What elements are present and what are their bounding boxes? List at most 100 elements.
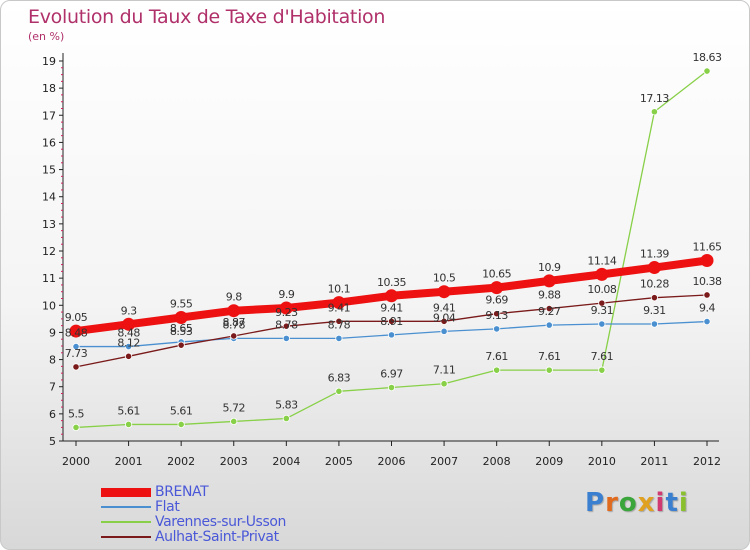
data-label: 10.28 <box>640 278 669 291</box>
x-tick-label: 2006 <box>378 455 406 468</box>
data-point <box>387 317 396 325</box>
data-point <box>700 254 714 267</box>
data-point <box>545 304 553 313</box>
data-point <box>598 366 606 374</box>
y-tick-label: 13 <box>42 218 56 231</box>
data-label: 10.08 <box>587 283 616 296</box>
data-label: 11.39 <box>640 248 669 261</box>
data-label: 8.48 <box>65 327 88 340</box>
chart-title: Evolution du Taux de Taxe d'Habitation <box>28 6 386 28</box>
x-tick-label: 2005 <box>325 455 353 468</box>
data-point <box>124 352 133 360</box>
y-tick-label: 5 <box>49 435 56 448</box>
data-label: 11.65 <box>693 241 722 254</box>
legend-label-brenat: BRENAT <box>155 484 209 500</box>
logo-letter: x <box>637 488 656 518</box>
data-label: 5.83 <box>275 398 298 411</box>
data-point <box>387 383 396 392</box>
data-label: 8.78 <box>328 318 351 331</box>
y-tick-label: 9 <box>49 326 56 339</box>
data-label: 9.9 <box>278 288 294 301</box>
data-label: 9.04 <box>433 311 456 324</box>
data-point <box>650 294 659 302</box>
proxiti-logo[interactable]: Proxiti <box>585 488 689 518</box>
y-tick-label: 18 <box>42 82 56 95</box>
legend-label-aulhat: Aulhat-Saint-Privat <box>155 529 279 545</box>
data-point <box>542 274 556 288</box>
data-point <box>72 423 80 432</box>
data-label: 8.53 <box>170 325 193 338</box>
x-tick-label: 2012 <box>693 455 721 468</box>
x-tick-label: 2009 <box>535 455 563 468</box>
data-label: 8.91 <box>380 315 403 328</box>
data-point <box>440 317 448 325</box>
data-label: 10.5 <box>433 272 456 285</box>
data-point <box>279 301 293 315</box>
y-tick-label: 19 <box>42 55 56 68</box>
data-point <box>387 331 396 339</box>
data-point <box>490 281 504 295</box>
data-label: 5.61 <box>117 404 140 417</box>
legend-swatch-aulhat <box>101 536 151 538</box>
chart-subtitle: (en %) <box>28 30 65 43</box>
data-label: 9.3 <box>121 304 137 317</box>
data-label: 5.72 <box>223 401 246 414</box>
data-point <box>437 285 451 299</box>
data-point <box>335 334 343 342</box>
y-tick-label: 16 <box>42 136 56 149</box>
data-point <box>72 363 80 371</box>
legend-swatch-varennes <box>101 521 151 523</box>
data-point <box>124 342 133 351</box>
logo-letter: o <box>618 488 638 518</box>
data-point <box>122 317 136 331</box>
y-tick-label: 6 <box>49 408 56 421</box>
data-point <box>282 414 290 423</box>
x-tick-label: 2008 <box>483 455 511 468</box>
data-label: 8.87 <box>223 316 246 329</box>
legend-swatch-brenat <box>101 488 151 497</box>
data-label: 7.61 <box>485 350 508 363</box>
logo-letter: i <box>678 488 689 518</box>
data-label: 18.63 <box>693 51 722 64</box>
x-tick-label: 2002 <box>167 455 195 468</box>
data-label: 10.65 <box>482 268 511 281</box>
data-point <box>385 289 398 303</box>
x-tick-label: 2010 <box>588 455 616 468</box>
data-label: 9.41 <box>433 301 456 314</box>
y-tick-label: 10 <box>42 299 56 312</box>
y-tick-label: 12 <box>42 245 56 258</box>
data-point <box>440 380 448 388</box>
data-label: 7.73 <box>65 347 88 360</box>
y-tick-label: 11 <box>42 272 56 285</box>
data-point <box>282 322 290 330</box>
data-label: 11.14 <box>587 254 616 267</box>
data-point <box>545 321 553 329</box>
logo-letter: i <box>655 488 666 518</box>
x-tick-label: 2001 <box>115 455 143 468</box>
data-point <box>598 320 606 328</box>
data-point <box>335 387 343 395</box>
data-point <box>493 325 501 333</box>
data-label: 9.31 <box>643 304 666 317</box>
data-point <box>174 311 188 324</box>
data-label: 9.31 <box>591 304 614 317</box>
data-point <box>440 327 448 335</box>
data-label: 8.78 <box>275 318 298 331</box>
data-point <box>703 317 711 326</box>
data-label: 10.38 <box>693 275 722 288</box>
data-label: 9.41 <box>380 301 403 314</box>
data-point <box>177 341 185 349</box>
legend-swatch-flat <box>101 506 151 508</box>
data-label: 9.27 <box>538 305 561 318</box>
y-tick-label: 17 <box>42 109 56 122</box>
data-point <box>647 261 661 275</box>
data-label: 9.69 <box>485 294 508 307</box>
data-point <box>177 420 185 429</box>
data-point <box>227 304 241 318</box>
data-point <box>650 320 659 328</box>
data-label: 9.41 <box>328 301 351 314</box>
data-point <box>124 420 133 429</box>
data-label: 9.8 <box>226 291 242 304</box>
x-tick-label: 2007 <box>430 455 458 468</box>
